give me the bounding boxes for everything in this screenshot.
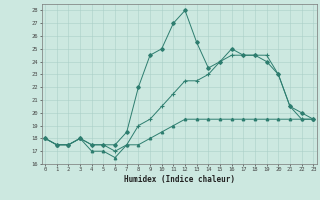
X-axis label: Humidex (Indice chaleur): Humidex (Indice chaleur) [124,175,235,184]
